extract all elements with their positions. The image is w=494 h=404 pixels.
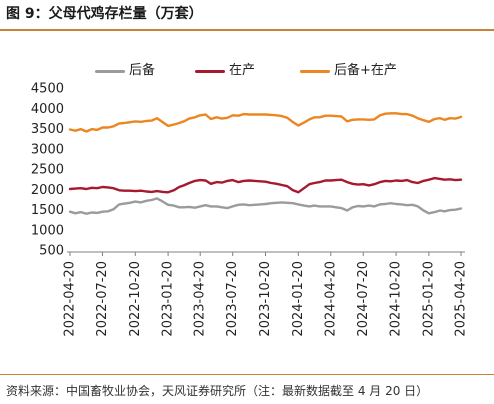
y-tick-label: 3500	[31, 122, 64, 137]
y-tick-label: 1500	[31, 203, 64, 218]
x-tick-label: 2022-10-20	[128, 261, 143, 337]
legend-label-laying: 在产	[229, 63, 256, 78]
x-tick-label: 2023-01-20	[161, 261, 176, 337]
series-line-3	[68, 112, 463, 133]
source-rule	[0, 374, 494, 375]
legend-swatch-laying	[195, 69, 225, 73]
y-tick-label: 2000	[31, 183, 64, 198]
x-tick-label: 2022-07-20	[95, 261, 110, 337]
x-tick-label: 2024-04-20	[323, 261, 338, 337]
series-line-1	[68, 197, 463, 215]
x-tick-label: 2022-04-20	[63, 261, 78, 337]
legend-item-laying: 在产	[195, 62, 255, 80]
legend-label-total: 后备+在产	[334, 63, 397, 78]
y-tick-label: 1000	[31, 223, 64, 238]
title-rule	[0, 29, 494, 31]
x-tick-label: 2024-07-20	[356, 261, 371, 337]
line-chart: 4500 4000 3500 3000 2500 2000 1500 1000 500 2022-…	[31, 82, 469, 337]
legend-swatch-total	[300, 69, 330, 73]
x-tick-label: 2023-07-20	[225, 261, 240, 337]
legend-item-reserve: 后备	[95, 62, 155, 80]
x-tick-label: 2024-01-20	[291, 261, 306, 337]
legend-label-reserve: 后备	[129, 63, 156, 78]
y-tick-label: 4000	[31, 102, 64, 117]
source-note: 资料来源：中国畜牧业协会，天风证券研究所（注：最新数据截至 4 月 20 日）	[6, 384, 429, 398]
x-tick-label: 2025-01-20	[421, 261, 436, 337]
y-tick-label: 2500	[31, 163, 64, 178]
x-tick-label: 2023-04-20	[193, 261, 208, 337]
y-tick-label: 4500	[31, 82, 64, 97]
legend-item-total: 后备+在产	[300, 62, 397, 80]
legend-swatch-reserve	[95, 69, 125, 73]
series-line-2	[68, 176, 463, 194]
y-tick-label: 3000	[31, 142, 64, 157]
chart-legend: 后备 在产 后备+在产	[0, 62, 494, 80]
x-tick-label: 2024-10-20	[389, 261, 404, 337]
figure-title: 图 9：父母代鸡存栏量（万套）	[6, 6, 203, 22]
x-tick-label: 2025-04-20	[454, 261, 469, 337]
x-tick-label: 2023-10-20	[258, 261, 273, 337]
y-tick-label: 500	[39, 244, 64, 259]
